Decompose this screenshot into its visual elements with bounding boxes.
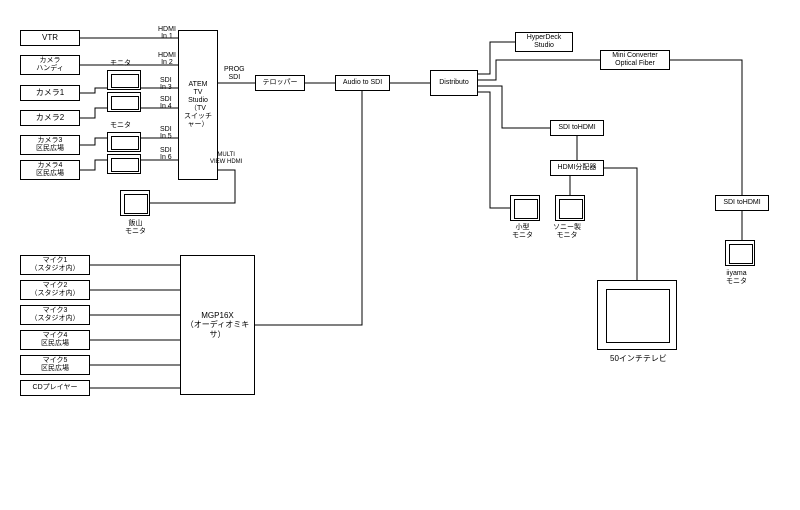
mon_a2-screen xyxy=(111,96,139,110)
iiyama_mon xyxy=(725,240,755,266)
sony_mon xyxy=(555,195,585,221)
distrib: Distributo xyxy=(430,70,478,96)
edge-label-hdmi_in1: HDMI In 1 xyxy=(158,26,176,40)
mon_iiy-screen xyxy=(124,194,148,214)
tv50-screen xyxy=(606,289,670,343)
small_mon xyxy=(510,195,540,221)
telop: テロッパー xyxy=(255,75,305,91)
mon_a_lbl-label: モニタ xyxy=(110,60,131,68)
mon_b_lbl-label: モニタ xyxy=(110,122,131,130)
mvhdmi_lbl-label: MULTI VIEW HDMI xyxy=(210,152,242,165)
signal-flow-diagram: VTR カメラ ハンディカメラ1 カメラ2 カメラ3 区民広場カメラ4 区民広場 モニタ… xyxy=(0,0,800,510)
cam3: カメラ3 区民広場 xyxy=(20,135,80,155)
hdmisplit: HDMI分配器 xyxy=(550,160,604,176)
mon_a1 xyxy=(107,70,141,90)
mic5: マイク5 区民広場 xyxy=(20,355,90,375)
sony_mon_lbl-label: ソニー製 モニタ xyxy=(553,224,581,239)
edge-label-sdi_in6: SDI In 6 xyxy=(160,147,172,161)
vtr: VTR xyxy=(20,30,80,46)
mon_iiy_lbl-label: 飯山 モニタ xyxy=(125,220,146,235)
mon_b2 xyxy=(107,154,141,174)
cam4: カメラ4 区民広場 xyxy=(20,160,80,180)
sony_mon-screen xyxy=(559,199,583,219)
cdplayer: CDプレイヤー xyxy=(20,380,90,396)
cam2: カメラ2 xyxy=(20,110,80,126)
tv50_lbl-label: 50インチテレビ xyxy=(610,355,667,364)
mon_iiy xyxy=(120,190,150,216)
edge-label-sdi_in3: SDI In 3 xyxy=(160,77,172,91)
cam_handy: カメラ ハンディ xyxy=(20,55,80,75)
iiyama_mon-screen xyxy=(729,244,753,264)
mgp16x: MGP16X （オーディオミキサ） xyxy=(180,255,255,395)
mic2: マイク2 （スタジオ内） xyxy=(20,280,90,300)
tv50 xyxy=(597,280,677,350)
mon_b1-screen xyxy=(111,136,139,150)
sdi2hdmi2: SDI toHDMI xyxy=(715,195,769,211)
mon_b1 xyxy=(107,132,141,152)
edge-label-sdi_in5: SDI In 5 xyxy=(160,126,172,140)
small_mon-screen xyxy=(514,199,538,219)
mic4: マイク4 区民広場 xyxy=(20,330,90,350)
mon_b2-screen xyxy=(111,158,139,172)
mon_a2 xyxy=(107,92,141,112)
hyperdeck: HyperDeck Studio xyxy=(515,32,573,52)
sdi2hdmi: SDI toHDMI xyxy=(550,120,604,136)
mon_a1-screen xyxy=(111,74,139,88)
mic1: マイク1 （スタジオ内） xyxy=(20,255,90,275)
miniconv: Mini Converter Optical Fiber xyxy=(600,50,670,70)
edge-label-hdmi_in2: HDMI In 2 xyxy=(158,52,176,66)
cam1: カメラ1 xyxy=(20,85,80,101)
small_mon_lbl-label: 小型 モニタ xyxy=(512,224,533,239)
audio2sdi: Audio to SDI xyxy=(335,75,390,91)
prog_lbl-label: PROG SDI xyxy=(224,66,245,81)
mic3: マイク3 （スタジオ内） xyxy=(20,305,90,325)
iiyama_lbl-label: iiyama モニタ xyxy=(726,270,747,285)
edge-label-sdi_in4: SDI In 4 xyxy=(160,96,172,110)
